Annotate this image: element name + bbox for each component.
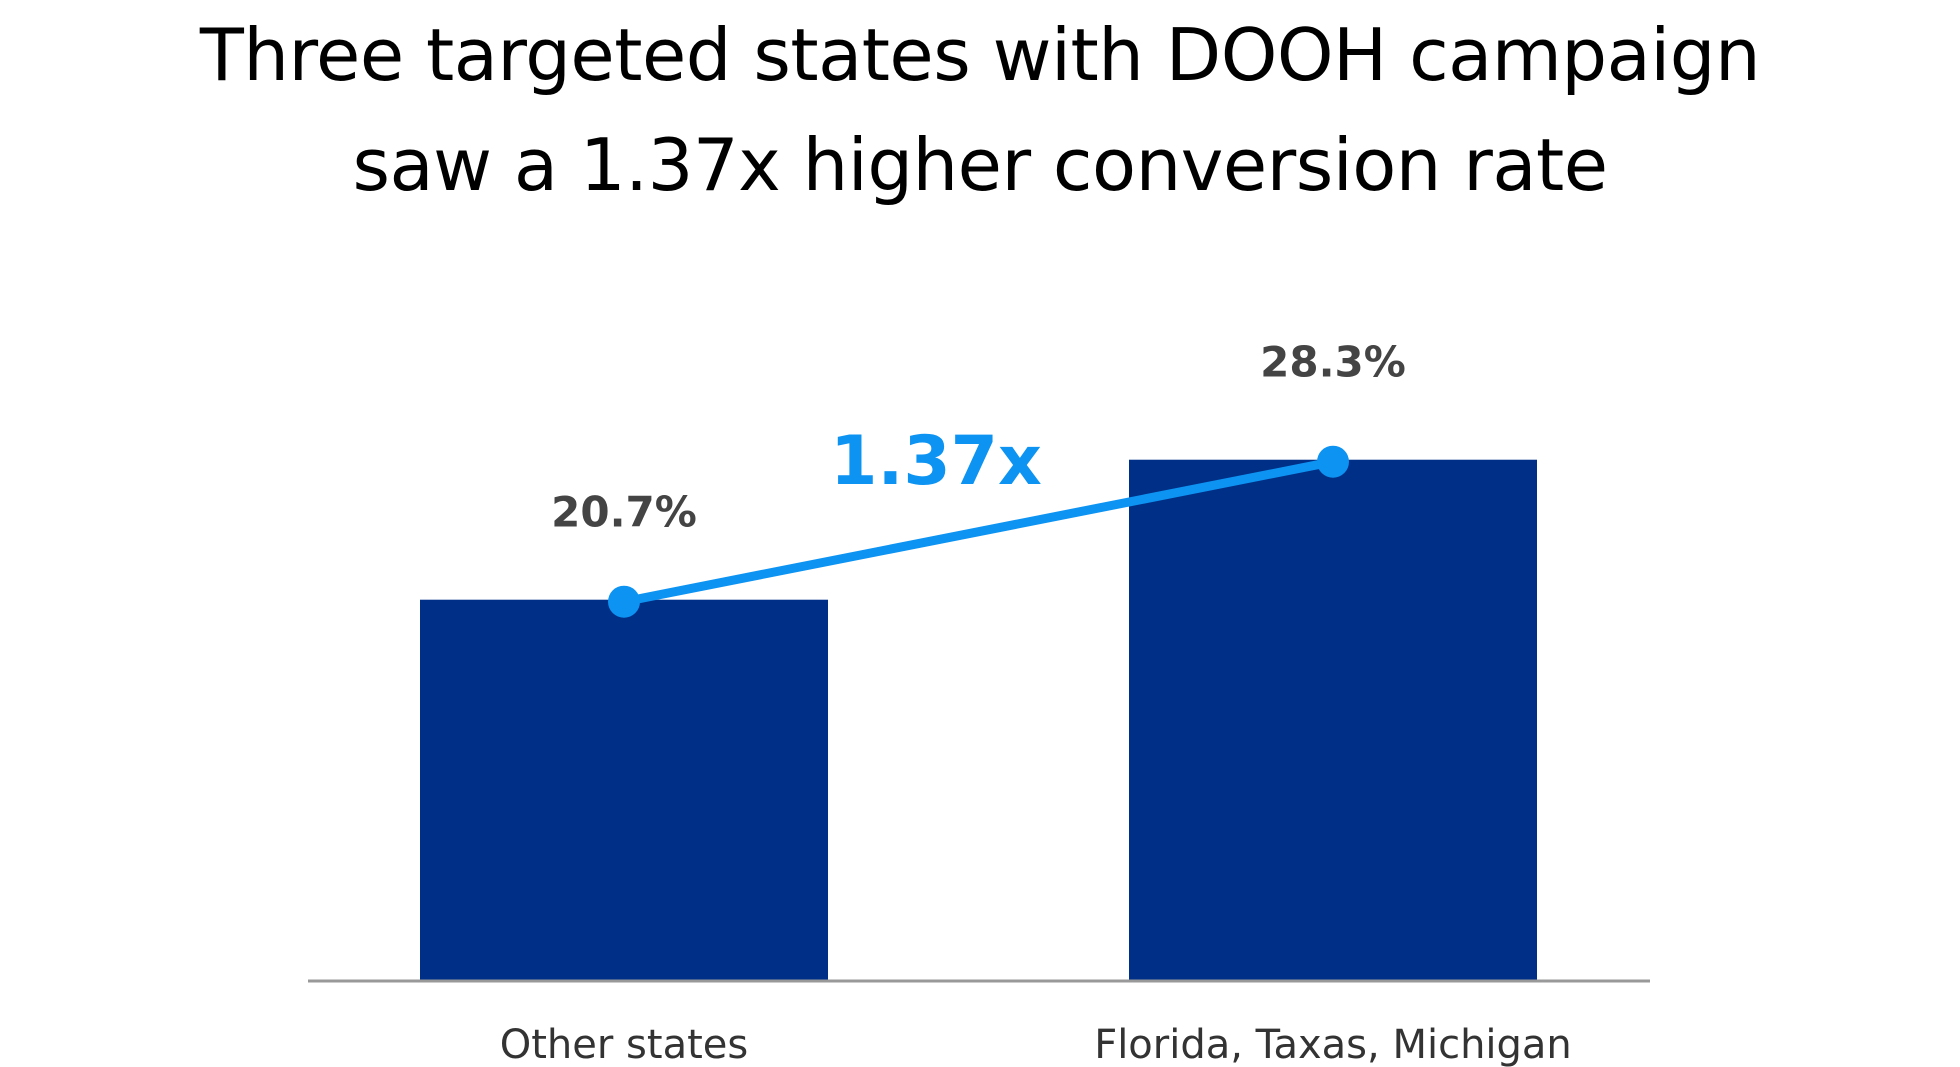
connector-dot-start xyxy=(608,585,640,618)
data-label-2: 28.3% xyxy=(1260,338,1406,387)
chart-title-line-1: Three targeted states with DOOH campaign xyxy=(199,13,1761,97)
connector-overlay: 1.37x xyxy=(608,422,1349,618)
bar-2 xyxy=(1129,459,1537,981)
connector-dot-end xyxy=(1317,445,1349,478)
connector-line xyxy=(619,457,1338,607)
bars-layer xyxy=(420,459,1537,981)
labels-layer: 20.7% Other states 28.3% Florida, Taxas, Mi… xyxy=(500,338,1572,1067)
multiplier-annotation: 1.37x xyxy=(830,422,1042,501)
bar-1 xyxy=(420,599,828,981)
data-label-1: 20.7% xyxy=(551,488,697,537)
chart-title-line-2: saw a 1.37x higher conversion rate xyxy=(352,123,1608,207)
category-label-2: Florida, Taxas, Michigan xyxy=(1094,1022,1572,1067)
category-label-1: Other states xyxy=(500,1022,748,1067)
chart-title: Three targeted states with DOOH campaign… xyxy=(0,0,1960,220)
